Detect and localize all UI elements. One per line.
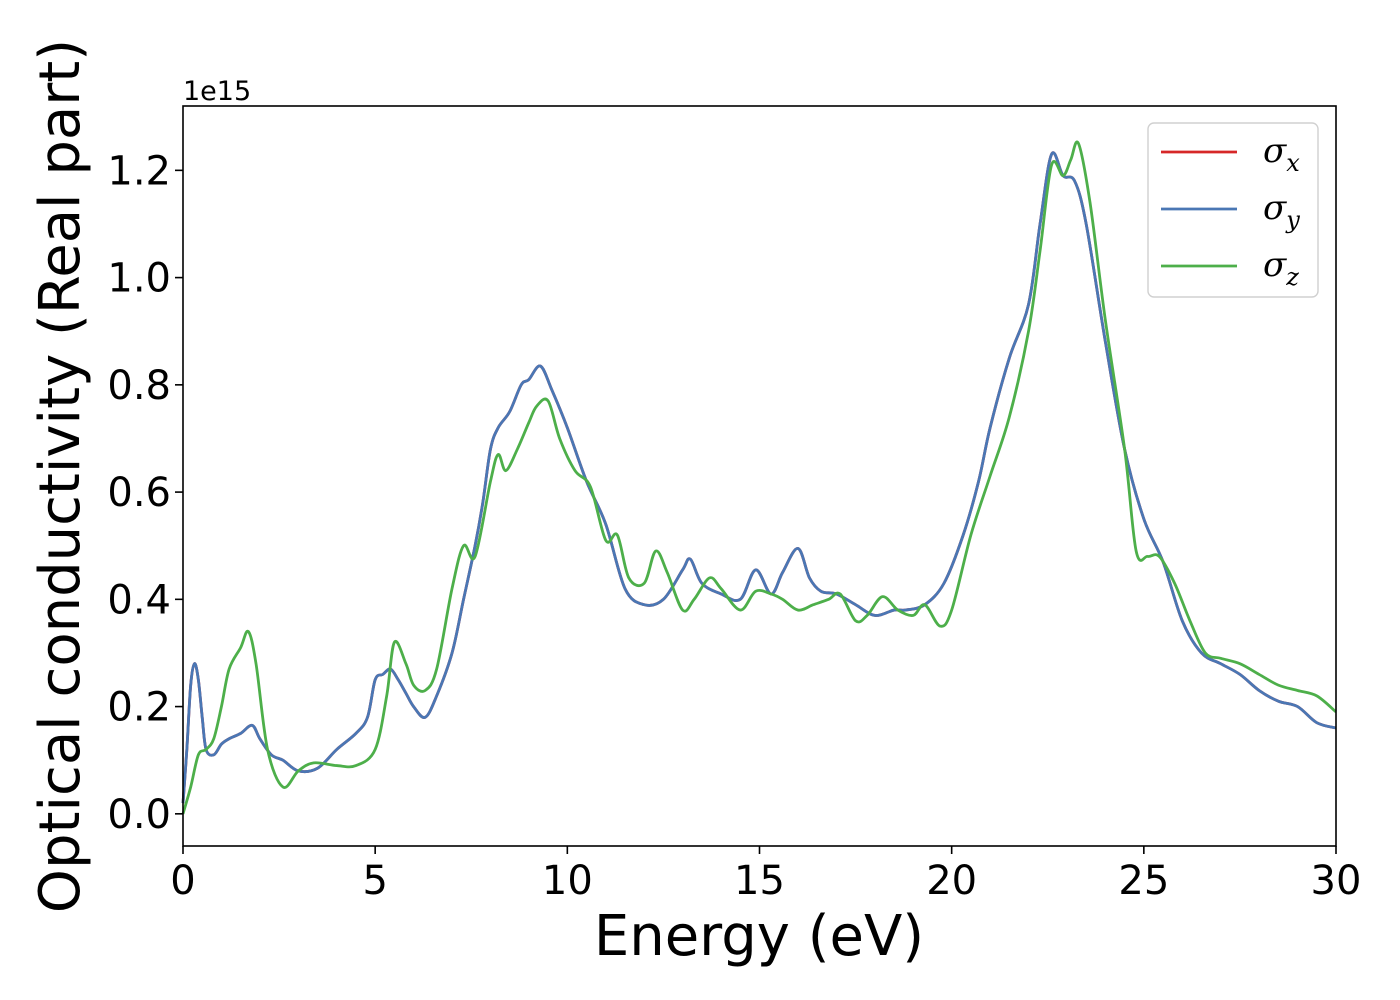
x-tick-label: 20	[926, 858, 977, 904]
x-tick-label: 15	[734, 858, 785, 904]
y-axis-title: Optical conductivity (Real part)	[28, 39, 93, 913]
y-tick-label: 0.6	[107, 470, 171, 516]
legend: σx σy σz	[1147, 122, 1319, 298]
series-line-2	[181, 151, 1337, 804]
legend-label: σx	[1263, 131, 1300, 177]
y-offset-label: 1e15	[183, 76, 251, 107]
y-tick-label: 0.0	[107, 792, 171, 838]
x-tick-label: 25	[1118, 858, 1169, 904]
y-tick-label: 0.2	[107, 685, 171, 731]
series-line-3	[181, 140, 1337, 815]
y-tick-label: 0.8	[107, 363, 171, 409]
y-tick-label: 1.0	[107, 256, 171, 302]
x-tick-label: 10	[542, 858, 593, 904]
plot-area	[183, 106, 1336, 846]
x-axis: 0 5 10 15 20 25 30	[170, 846, 1361, 904]
series-layer	[181, 140, 1337, 815]
x-tick-label: 5	[362, 858, 387, 904]
legend-label: σy	[1263, 188, 1300, 234]
x-tick-label: 0	[170, 858, 195, 904]
legend-label: σz	[1263, 245, 1299, 291]
y-tick-label: 0.4	[107, 577, 171, 623]
x-tick-label: 30	[1311, 858, 1362, 904]
y-axis: 0.0 0.2 0.4 0.6 0.8 1.0 1.2	[107, 148, 183, 838]
x-axis-title: Energy (eV)	[594, 904, 924, 969]
y-tick-label: 1.2	[107, 148, 171, 194]
